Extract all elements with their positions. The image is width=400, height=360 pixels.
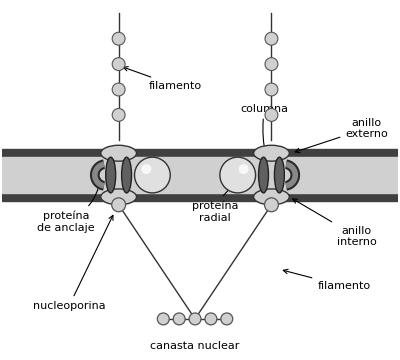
Circle shape: [134, 157, 170, 193]
Text: nucleoporina: nucleoporina: [33, 215, 113, 311]
Circle shape: [265, 108, 278, 121]
Bar: [2, 149, 398, 201]
Ellipse shape: [122, 157, 132, 193]
Circle shape: [221, 313, 233, 325]
Circle shape: [112, 58, 125, 71]
Circle shape: [265, 58, 278, 71]
Circle shape: [220, 157, 256, 193]
Circle shape: [112, 198, 126, 212]
Ellipse shape: [274, 157, 284, 193]
Circle shape: [265, 32, 278, 45]
Circle shape: [264, 198, 278, 212]
Circle shape: [112, 83, 125, 96]
Circle shape: [265, 83, 278, 96]
Circle shape: [189, 313, 201, 325]
Text: columna: columna: [240, 104, 288, 154]
Circle shape: [205, 313, 217, 325]
Ellipse shape: [101, 189, 136, 205]
Text: anillo
interno: anillo interno: [293, 199, 377, 247]
Text: filamento: filamento: [283, 269, 370, 291]
Text: filamento: filamento: [124, 67, 202, 91]
Ellipse shape: [254, 189, 289, 205]
Text: anillo
externo: anillo externo: [295, 118, 388, 153]
Ellipse shape: [258, 157, 268, 193]
Circle shape: [239, 164, 249, 174]
Text: proteína
de anclaje: proteína de anclaje: [37, 179, 102, 233]
Circle shape: [112, 108, 125, 121]
Bar: [2, 157, 398, 193]
Ellipse shape: [106, 157, 116, 193]
Text: proteína
radial: proteína radial: [192, 182, 239, 223]
Circle shape: [142, 164, 151, 174]
Ellipse shape: [101, 145, 136, 161]
Ellipse shape: [254, 145, 289, 161]
Circle shape: [112, 32, 125, 45]
Text: canasta nuclear: canasta nuclear: [150, 341, 240, 351]
Circle shape: [173, 313, 185, 325]
Circle shape: [157, 313, 169, 325]
